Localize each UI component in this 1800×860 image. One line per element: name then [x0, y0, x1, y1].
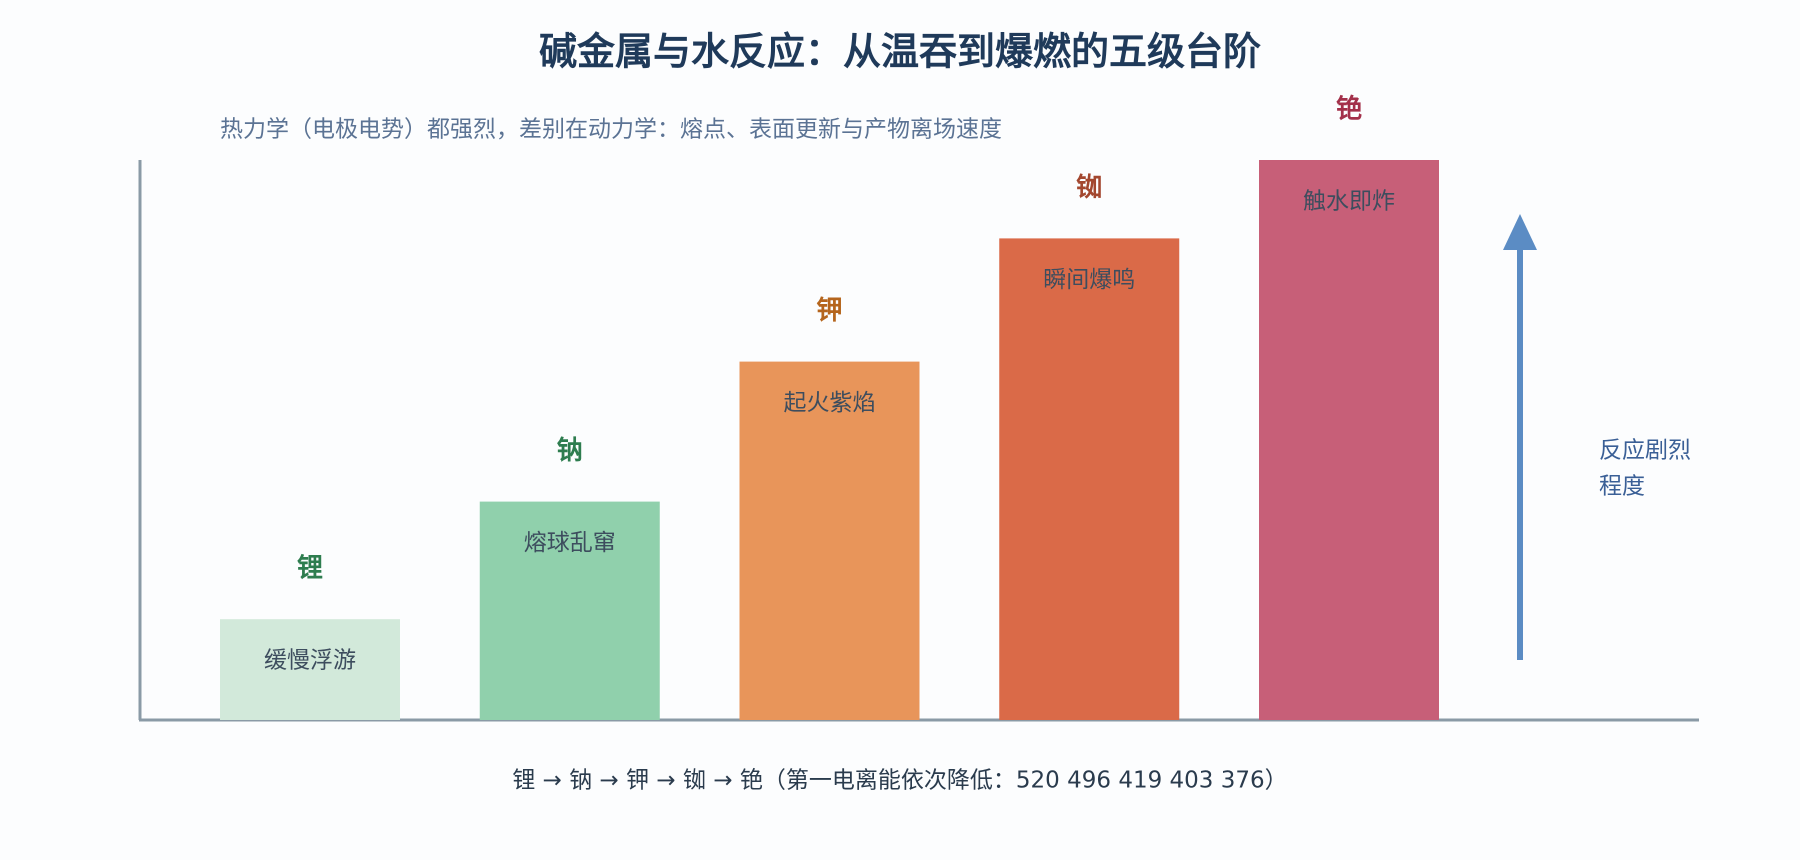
bar [1259, 160, 1439, 720]
arrow-label: 反应剧烈 [1599, 438, 1691, 464]
category-label: 钾 [816, 296, 842, 326]
arrow-label: 程度 [1599, 474, 1645, 500]
chart-subtitle: 热力学（电极电势）都强烈，差别在动力学：熔点、表面更新与产物离场速度 [220, 117, 1002, 143]
bar [739, 361, 920, 720]
footer: 锂 → 钠 → 钾 → 铷 → 铯（第一电离能依次降低：520 496 419 … [512, 768, 1287, 794]
category-label: 锂 [297, 554, 323, 584]
bar-description: 触水即炸 [1303, 189, 1395, 215]
category-label: 铯 [1336, 94, 1362, 125]
bar-description: 瞬间爆鸣 [1043, 267, 1135, 293]
chart-title: 碱金属与水反应：从温吞到爆燃的五级台阶 [539, 30, 1261, 74]
bar-description: 熔球乱窜 [524, 530, 616, 556]
bar [999, 238, 1180, 720]
bar [479, 501, 660, 720]
arrow-head [1503, 214, 1537, 250]
category-label: 铷 [1076, 173, 1102, 203]
category-label: 钠 [557, 436, 583, 466]
bar-description: 起火紫焰 [784, 390, 876, 416]
bar [220, 619, 400, 720]
bar-description: 缓慢浮游 [264, 648, 356, 674]
